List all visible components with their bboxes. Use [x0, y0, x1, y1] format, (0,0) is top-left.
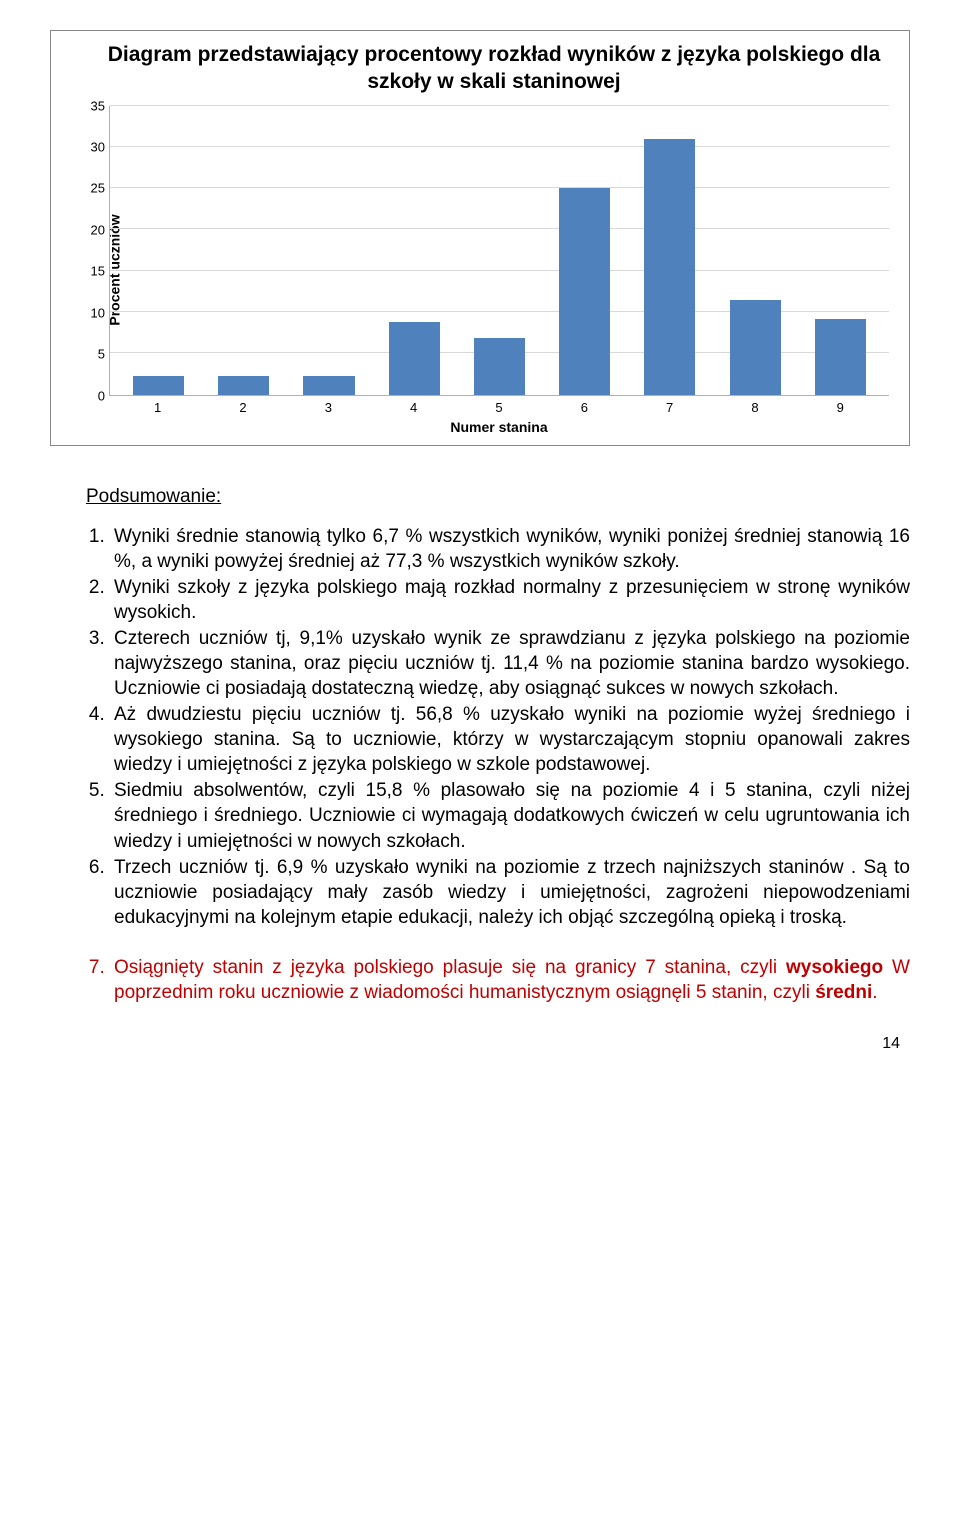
item7-bold2: średni	[815, 982, 872, 1003]
x-axis: 123456789	[109, 400, 889, 415]
item7-post: .	[872, 982, 877, 1003]
item7-pre: Osiągnięty stanin z języka polskiego pla…	[114, 957, 786, 978]
summary-heading: Podsumowanie:	[86, 486, 910, 508]
x-tick: 1	[115, 400, 200, 415]
bar-slot	[201, 106, 286, 395]
chart-title: Diagram przedstawiający procentowy rozkł…	[99, 41, 889, 96]
bar-slot	[457, 106, 542, 395]
bar	[730, 300, 781, 394]
bar-slot	[627, 106, 712, 395]
bar-slot	[116, 106, 201, 395]
bars-group	[110, 106, 889, 395]
x-tick: 5	[456, 400, 541, 415]
bar-slot	[713, 106, 798, 395]
x-tick: 3	[286, 400, 371, 415]
bar-slot	[286, 106, 371, 395]
y-tick: 25	[91, 181, 105, 196]
x-tick: 6	[542, 400, 627, 415]
y-tick: 10	[91, 305, 105, 320]
bar	[389, 322, 440, 395]
y-tick: 0	[98, 388, 105, 403]
y-tick: 35	[91, 98, 105, 113]
plot-row: 35302520151050	[79, 106, 889, 396]
x-tick: 9	[798, 400, 883, 415]
bar	[815, 319, 866, 394]
y-tick: 5	[98, 347, 105, 362]
plot-area	[109, 106, 889, 396]
ylabel-wrap: Procent uczniów	[59, 106, 79, 435]
y-tick: 30	[91, 140, 105, 155]
bar	[559, 188, 610, 394]
summary-item: Wyniki szkoły z języka polskiego mają ro…	[110, 575, 910, 625]
x-tick: 2	[200, 400, 285, 415]
bar-slot	[798, 106, 883, 395]
bar-slot	[542, 106, 627, 395]
plot-column: 35302520151050 123456789 Numer stanina	[79, 106, 889, 435]
summary-item: Czterech uczniów tj, 9,1% uzyskało wynik…	[110, 626, 910, 701]
x-tick: 8	[712, 400, 797, 415]
item7-bold1: wysokiego	[786, 957, 883, 978]
x-tick: 4	[371, 400, 456, 415]
bar	[218, 376, 269, 395]
summary-item-red: Osiągnięty stanin z języka polskiego pla…	[110, 955, 910, 1005]
chart-xlabel: Numer stanina	[109, 419, 889, 435]
summary-item: Siedmiu absolwentów, czyli 15,8 % plasow…	[110, 778, 910, 853]
bar	[474, 338, 525, 395]
bar-slot	[372, 106, 457, 395]
summary-item: Trzech uczniów tj. 6,9 % uzyskało wyniki…	[110, 855, 910, 930]
x-tick: 7	[627, 400, 712, 415]
bar	[303, 376, 354, 395]
chart-body: Procent uczniów 35302520151050 123456789…	[59, 106, 889, 435]
bar	[644, 139, 695, 395]
bar	[133, 376, 184, 395]
page-number: 14	[50, 1035, 910, 1053]
summary-list: Wyniki średnie stanowią tylko 6,7 % wszy…	[50, 524, 910, 1005]
summary-item: Wyniki średnie stanowią tylko 6,7 % wszy…	[110, 524, 910, 574]
chart-container: Diagram przedstawiający procentowy rozkł…	[50, 30, 910, 446]
spacer	[110, 931, 910, 955]
y-axis: 35302520151050	[79, 106, 109, 396]
y-tick: 20	[91, 222, 105, 237]
summary-item: Aż dwudziestu pięciu uczniów tj. 56,8 % …	[110, 702, 910, 777]
y-tick: 15	[91, 264, 105, 279]
